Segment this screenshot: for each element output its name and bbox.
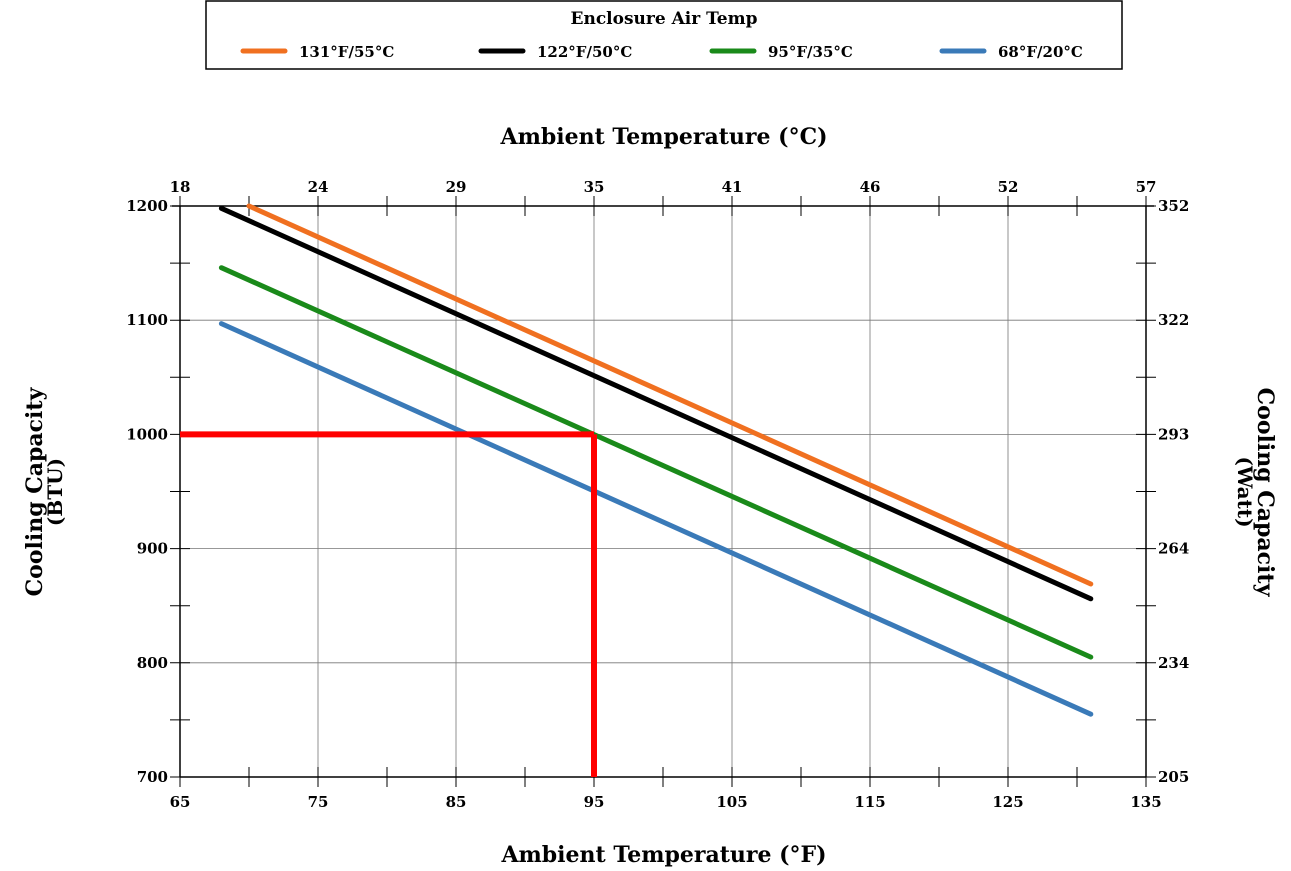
series-lines bbox=[218, 203, 1094, 717]
bottom-axis-title: Ambient Temperature (°F) bbox=[500, 842, 826, 868]
top-tick-label: 57 bbox=[1136, 178, 1157, 196]
top-tick-label: 41 bbox=[722, 178, 743, 196]
bottom-tick-label: 125 bbox=[992, 793, 1023, 811]
legend-label: 131°F/55°C bbox=[299, 43, 394, 61]
right-tick-label: 234 bbox=[1158, 654, 1189, 672]
legend-frame bbox=[205, 0, 1123, 70]
left-tick-label: 1000 bbox=[126, 425, 168, 443]
bottom-tick-label: 95 bbox=[584, 793, 605, 811]
bottom-tick-label: 115 bbox=[854, 793, 885, 811]
bottom-tick-label: 105 bbox=[716, 793, 747, 811]
top-tick-label: 24 bbox=[308, 178, 329, 196]
right-axis-title: Cooling Capacity (Watt) bbox=[1233, 388, 1278, 598]
top-tick-label: 18 bbox=[170, 178, 191, 196]
tick-labels: 65 75 85 95 105 115 125 135 18 24 29 35 41 46 52 57 700 8… bbox=[126, 178, 1189, 811]
right-tick-label: 322 bbox=[1158, 311, 1189, 329]
right-axis-title-line1: Cooling Capacity bbox=[1252, 388, 1278, 598]
legend-label: 68°F/20°C bbox=[998, 43, 1083, 61]
top-tick-label: 46 bbox=[860, 178, 881, 196]
left-axis-title-line1: Cooling Capacity bbox=[22, 386, 48, 596]
legend-label: 122°F/50°C bbox=[537, 43, 632, 61]
left-tick-label: 900 bbox=[137, 540, 168, 558]
right-axis-title-line2: (Watt) bbox=[1233, 456, 1257, 527]
left-tick-label: 800 bbox=[137, 654, 168, 672]
left-tick-label: 700 bbox=[137, 768, 168, 786]
top-tick-label: 35 bbox=[584, 178, 605, 196]
legend-title: Enclosure Air Temp bbox=[571, 9, 758, 29]
left-axis-title: Cooling Capacity (BTU) bbox=[22, 386, 67, 596]
left-axis-title-line2: (BTU) bbox=[43, 458, 67, 526]
right-tick-label: 264 bbox=[1158, 540, 1189, 558]
top-axis-title: Ambient Temperature (°C) bbox=[500, 124, 828, 150]
series-line bbox=[218, 321, 1094, 717]
legend-label: 95°F/35°C bbox=[768, 43, 853, 61]
left-tick-label: 1200 bbox=[126, 197, 168, 215]
right-tick-label: 352 bbox=[1158, 197, 1189, 215]
bottom-tick-label: 85 bbox=[446, 793, 467, 811]
top-tick-label: 29 bbox=[446, 178, 467, 196]
bottom-tick-label: 135 bbox=[1130, 793, 1161, 811]
series-line bbox=[218, 265, 1094, 660]
left-tick-label: 1100 bbox=[126, 311, 168, 329]
reference-lines bbox=[180, 431, 597, 777]
legend: Enclosure Air Temp 131°F/55°C 122°F/50°C 9… bbox=[205, 0, 1123, 70]
top-tick-label: 52 bbox=[998, 178, 1019, 196]
right-tick-label: 293 bbox=[1158, 425, 1189, 443]
grid bbox=[180, 206, 1146, 777]
series-line bbox=[218, 205, 1094, 602]
right-tick-label: 205 bbox=[1158, 768, 1189, 786]
bottom-tick-label: 65 bbox=[170, 793, 191, 811]
bottom-tick-label: 75 bbox=[308, 793, 329, 811]
axes bbox=[170, 196, 1156, 787]
series-line bbox=[246, 203, 1094, 587]
